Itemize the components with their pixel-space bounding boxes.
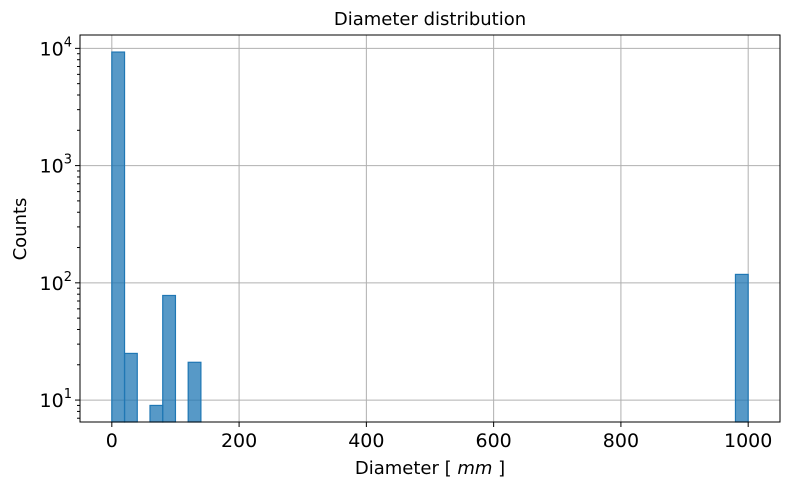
x-axis-label: Diameter [ mm ]	[355, 458, 505, 479]
bars-layer	[111, 51, 749, 423]
histogram-bar	[149, 404, 164, 423]
x-tick-label: 600	[476, 430, 512, 452]
histogram-bar	[162, 294, 177, 423]
x-tick-label: 800	[603, 430, 639, 452]
y-axis-label: Counts	[10, 198, 31, 261]
x-axis: 0 200 400 600 800 1000	[106, 422, 772, 452]
x-axis-label-prefix: Diameter [	[355, 458, 458, 479]
histogram-bar	[187, 361, 202, 423]
grid-layer	[80, 35, 780, 422]
y-tick-label: 104	[40, 35, 72, 60]
x-tick-label: 1000	[724, 430, 772, 452]
y-tick-label: 101	[40, 387, 72, 412]
chart-title: Diameter distribution	[334, 9, 526, 30]
x-axis-label-suffix: ]	[492, 458, 505, 479]
x-tick-label: 400	[348, 430, 384, 452]
x-tick-label: 200	[221, 430, 257, 452]
x-tick-label: 0	[106, 430, 118, 452]
x-axis-label-unit: mm	[457, 458, 492, 479]
y-axis: 101 102 103 104	[40, 35, 80, 419]
y-tick-label: 103	[40, 153, 72, 178]
histogram-bar	[123, 352, 138, 423]
plot-frame	[79, 34, 781, 423]
y-tick-label: 102	[40, 270, 72, 295]
histogram-bar	[734, 273, 749, 423]
histogram-bar	[111, 51, 126, 423]
